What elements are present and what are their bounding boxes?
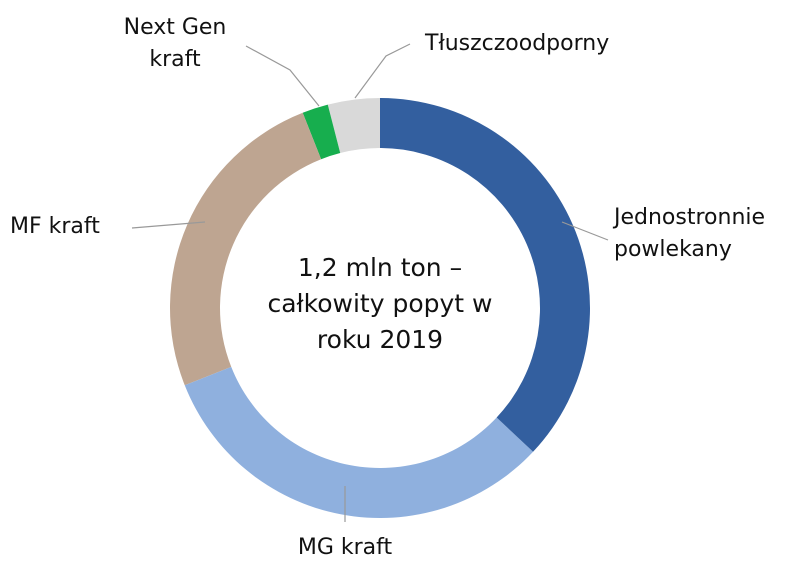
- leader-line: [354, 43, 411, 99]
- category-label: Tłuszczoodporny: [425, 31, 610, 56]
- center-text: 1,2 mln ton – całkowity popyt w roku 201…: [267, 253, 493, 354]
- leader-line: [245, 45, 320, 107]
- donut-segment: [169, 112, 322, 386]
- donut-segment: [302, 104, 341, 160]
- donut-segment: [184, 366, 534, 519]
- category-label: MG kraft: [297, 535, 393, 560]
- donut-segment: [327, 98, 380, 154]
- leader-line: [561, 221, 609, 241]
- category-label: MF kraft: [10, 214, 100, 239]
- category-label: Next Gen kraft: [123, 15, 227, 72]
- donut-segment: [380, 98, 591, 452]
- leader-line: [131, 221, 206, 229]
- category-label: Jednostronnie powlekany: [614, 205, 766, 262]
